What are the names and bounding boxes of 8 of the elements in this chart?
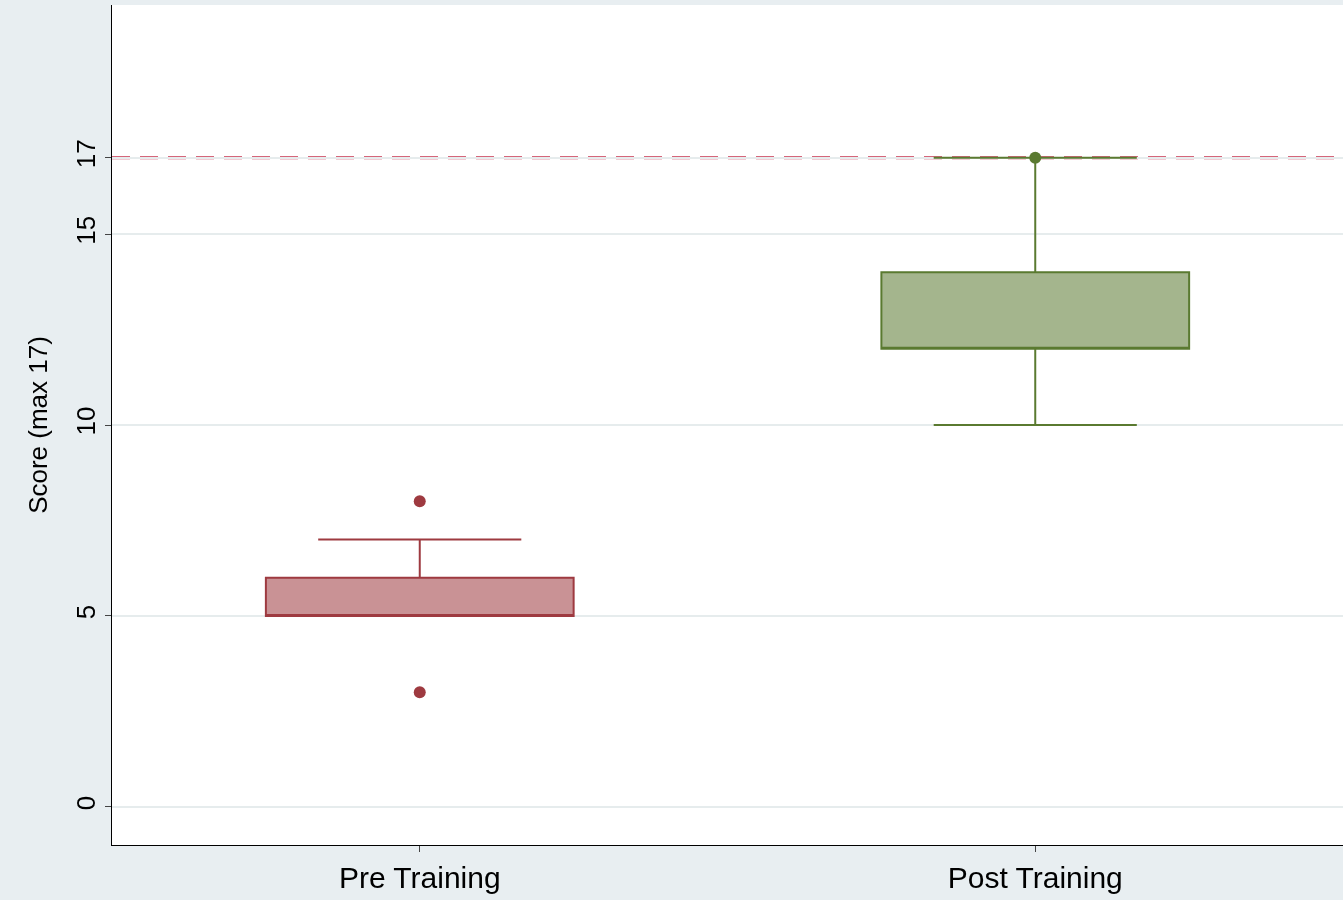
y-tick-label: 10: [70, 406, 101, 436]
x-tick-label: Post Training: [947, 861, 1123, 894]
y-tick-label: 17: [70, 139, 101, 169]
x-tick-label: Pre Training: [338, 861, 501, 894]
y-tick-label: 5: [70, 604, 101, 620]
y-tick-label: 0: [70, 795, 101, 811]
y-axis-title: Score (max 17): [23, 336, 53, 514]
y-tick-label: 15: [70, 215, 101, 245]
